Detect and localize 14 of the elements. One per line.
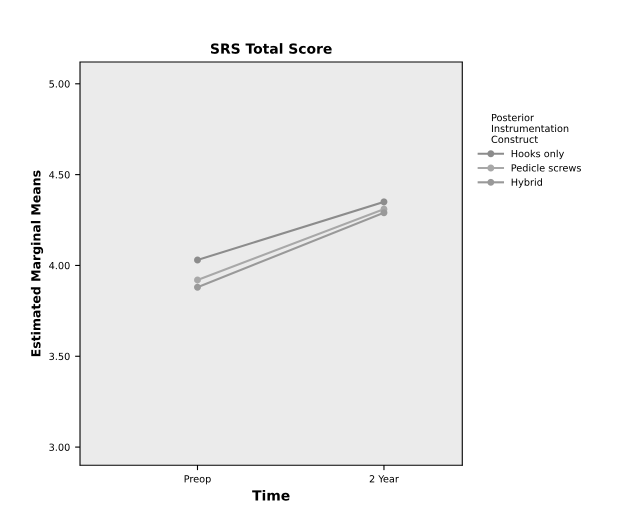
legend-label: Pedicle screws <box>512 164 581 172</box>
y-tick-label: 4.50 <box>49 171 70 178</box>
legend-label: Hooks only <box>512 150 564 160</box>
legend-title: Posterior Instrumentation Construct <box>492 114 568 144</box>
y-tick-label: 3.00 <box>49 444 70 451</box>
legend-label: Hybrid <box>512 178 542 188</box>
chart-title: SRS Total Score <box>210 43 332 54</box>
y-tick-label: 4.00 <box>49 262 70 270</box>
y-tick-label: 3.50 <box>49 352 70 360</box>
x-axis-title: Time <box>252 490 290 501</box>
x-tick-label: Preop <box>184 475 211 484</box>
x-tick-label: 2 Year <box>370 475 399 482</box>
y-axis-title: Estimated Marginal Means <box>30 170 44 356</box>
y-tick-label: 5.00 <box>49 80 70 88</box>
